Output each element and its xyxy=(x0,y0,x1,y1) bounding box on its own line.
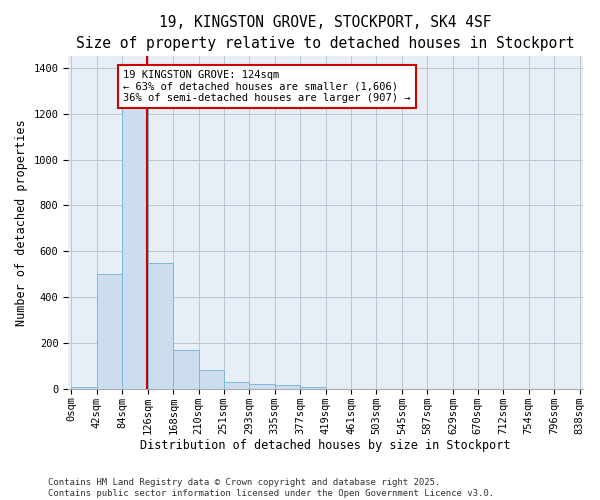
Title: 19, KINGSTON GROVE, STOCKPORT, SK4 4SF
Size of property relative to detached hou: 19, KINGSTON GROVE, STOCKPORT, SK4 4SF S… xyxy=(76,15,575,51)
Bar xyxy=(71,386,97,389)
Text: 19 KINGSTON GROVE: 124sqm
← 63% of detached houses are smaller (1,606)
36% of se: 19 KINGSTON GROVE: 124sqm ← 63% of detac… xyxy=(124,70,411,103)
Bar xyxy=(300,386,326,389)
Bar xyxy=(224,382,249,389)
Bar xyxy=(275,386,300,389)
Bar xyxy=(148,262,173,389)
X-axis label: Distribution of detached houses by size in Stockport: Distribution of detached houses by size … xyxy=(140,440,511,452)
Bar xyxy=(97,274,122,389)
Bar xyxy=(173,350,199,389)
Text: Contains HM Land Registry data © Crown copyright and database right 2025.
Contai: Contains HM Land Registry data © Crown c… xyxy=(48,478,494,498)
Bar xyxy=(122,102,148,389)
Bar xyxy=(249,384,275,389)
Y-axis label: Number of detached properties: Number of detached properties xyxy=(15,120,28,326)
Bar xyxy=(199,370,224,389)
